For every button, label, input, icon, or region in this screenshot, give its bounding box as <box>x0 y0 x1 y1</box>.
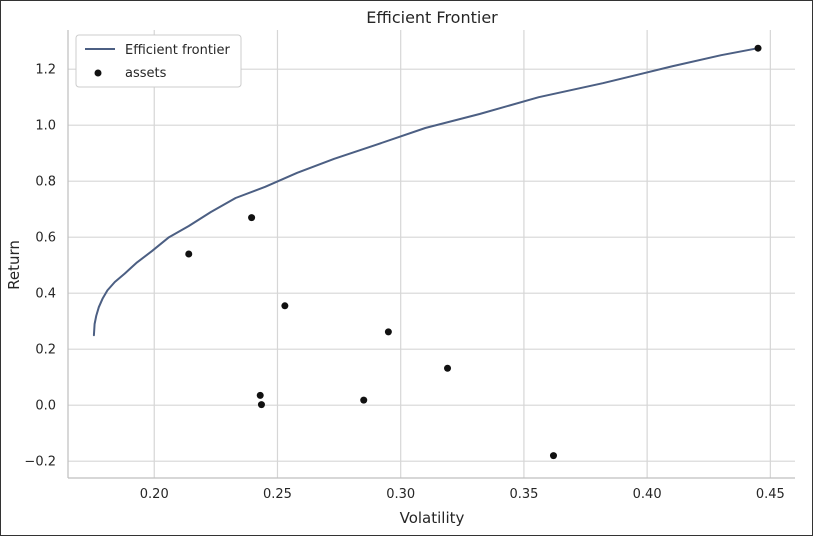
asset-point <box>754 44 762 52</box>
y-tick-labels: −0.2 0.0 0.2 0.4 0.6 0.8 1.0 1.2 <box>24 63 56 470</box>
legend-assets-marker <box>94 69 102 77</box>
asset-point <box>248 214 256 222</box>
x-tick-label: 0.30 <box>386 487 415 502</box>
asset-point <box>257 401 265 409</box>
asset-point <box>185 250 193 258</box>
legend: Efficient frontier assets <box>75 34 242 88</box>
axes-spines <box>67 30 795 479</box>
assets-series <box>185 44 762 460</box>
y-tick-label: 0.0 <box>35 399 56 414</box>
efficient-frontier-line <box>92 47 759 337</box>
y-tick-label: 0.6 <box>35 231 56 246</box>
legend-frontier-label: Efficient frontier <box>125 43 231 58</box>
legend-assets-label: assets <box>125 66 167 81</box>
y-tick-label: 0.8 <box>35 175 56 190</box>
asset-point <box>444 364 452 372</box>
x-tick-label: 0.40 <box>633 487 662 502</box>
y-tick-label: 1.2 <box>35 63 56 78</box>
x-tick-label: 0.20 <box>140 487 169 502</box>
y-tick-label: 1.0 <box>35 119 56 134</box>
asset-point <box>281 302 289 310</box>
grid-lines <box>68 30 795 478</box>
frontier-series <box>92 47 759 337</box>
asset-point <box>549 452 557 460</box>
y-tick-label: 0.2 <box>35 343 56 358</box>
chart-title: Efficient Frontier <box>366 8 498 27</box>
x-tick-labels: 0.20 0.25 0.30 0.35 0.40 0.45 <box>140 487 785 502</box>
asset-point <box>256 391 264 399</box>
legend-box <box>75 34 242 88</box>
x-tick-label: 0.45 <box>756 487 785 502</box>
asset-point <box>384 328 392 336</box>
x-tick-label: 0.25 <box>263 487 292 502</box>
y-tick-label: −0.2 <box>24 455 56 470</box>
y-axis-label: Return <box>5 240 23 290</box>
y-tick-label: 0.4 <box>35 287 56 302</box>
x-axis-label: Volatility <box>400 509 465 527</box>
asset-point <box>360 396 368 404</box>
x-tick-label: 0.35 <box>509 487 538 502</box>
